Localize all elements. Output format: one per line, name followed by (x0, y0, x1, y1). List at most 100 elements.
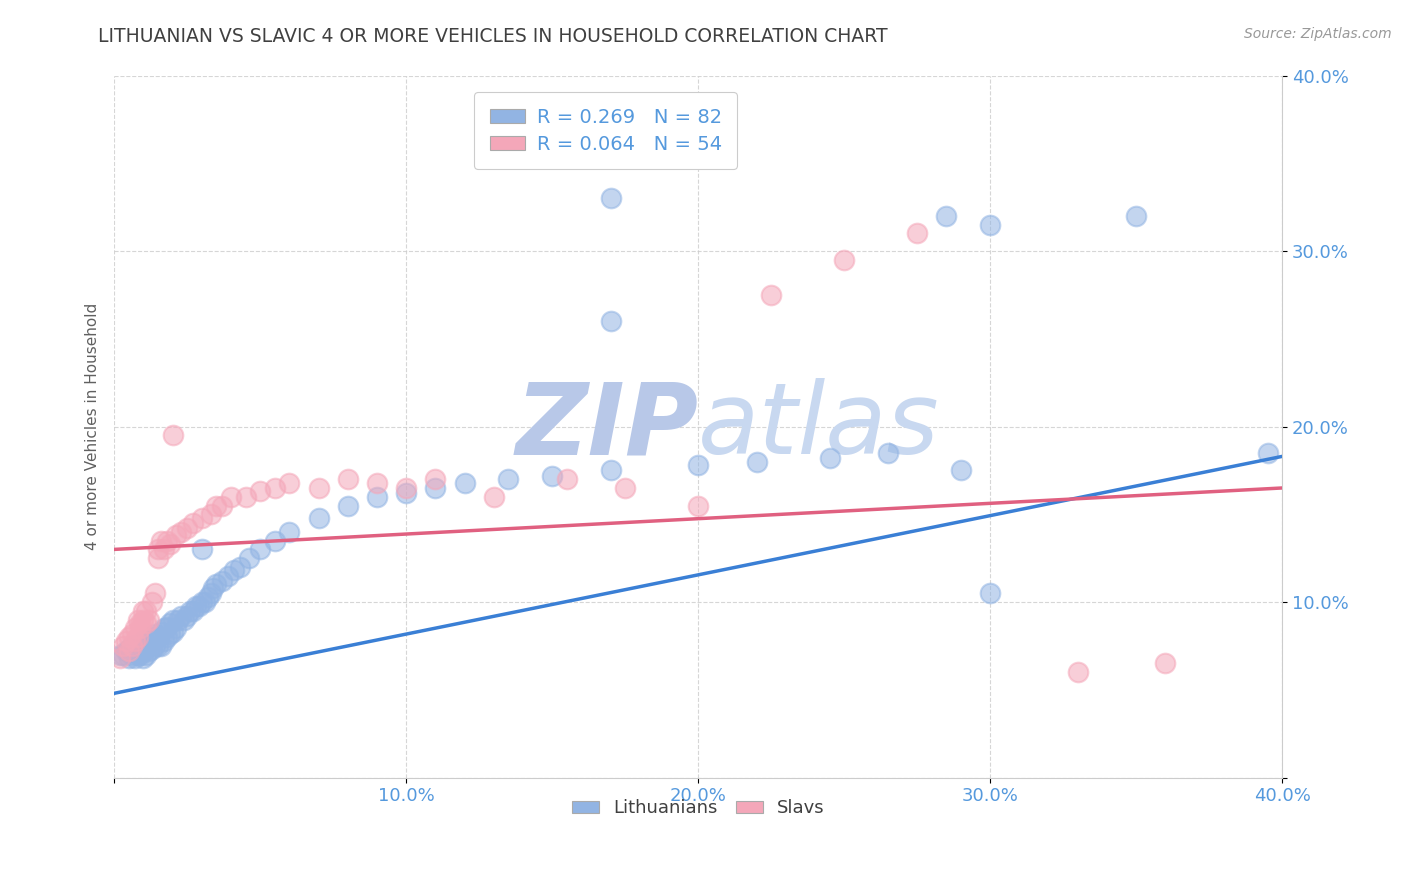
Point (905, 227, 928, 241)
Point (235, 490, 257, 504)
Point (153, 542, 176, 557)
Point (132, 651, 155, 665)
Point (688, 499, 710, 513)
Point (118, 630, 141, 644)
Point (153, 633, 176, 648)
Point (1067, 665, 1090, 680)
Point (238, 551, 260, 566)
Text: Source: ZipAtlas.com: Source: ZipAtlas.com (1244, 27, 1392, 41)
Point (184, 599, 207, 613)
Point (129, 621, 152, 635)
Point (599, 314, 621, 328)
Point (555, 472, 578, 486)
Point (263, 533, 285, 548)
Point (170, 609, 193, 624)
Point (115, 644, 138, 658)
Point (118, 651, 141, 665)
Point (278, 524, 301, 539)
Point (187, 599, 209, 613)
Point (170, 524, 193, 539)
Point (149, 533, 172, 548)
Point (141, 630, 163, 644)
Point (138, 644, 160, 658)
Point (135, 604, 157, 618)
Point (191, 510, 214, 524)
Point (688, 458, 710, 472)
Point (181, 516, 204, 530)
Point (124, 640, 146, 655)
Point (229, 560, 252, 574)
Point (263, 481, 285, 495)
Point (156, 619, 179, 633)
Legend: Lithuanians, Slavs: Lithuanians, Slavs (564, 792, 832, 825)
Point (222, 564, 245, 578)
Point (138, 633, 160, 648)
Point (124, 621, 146, 635)
Point (979, 218, 1001, 232)
Point (127, 630, 149, 644)
Point (217, 568, 239, 582)
Point (124, 651, 146, 665)
Point (832, 252, 855, 267)
Point (191, 542, 214, 557)
Point (211, 574, 233, 588)
Point (121, 639, 143, 653)
Point (176, 609, 198, 624)
Text: atlas: atlas (699, 378, 939, 475)
Point (146, 630, 169, 644)
Point (950, 463, 973, 477)
Point (127, 648, 149, 662)
Point (162, 624, 184, 639)
Point (200, 508, 222, 522)
Point (129, 648, 152, 662)
Point (249, 542, 271, 557)
Point (156, 630, 179, 644)
Point (115, 633, 138, 648)
Point (194, 595, 217, 609)
Text: ZIP: ZIP (515, 378, 699, 475)
Point (191, 595, 214, 609)
Point (118, 644, 141, 658)
Point (818, 451, 841, 466)
Point (205, 499, 228, 513)
Point (132, 613, 155, 627)
Point (761, 288, 783, 302)
Point (308, 481, 330, 495)
Point (599, 191, 621, 205)
Point (146, 542, 169, 557)
Point (111, 639, 134, 653)
Point (453, 475, 475, 490)
Point (121, 626, 143, 640)
Point (162, 428, 184, 442)
Point (181, 604, 204, 618)
Point (1154, 657, 1177, 671)
Point (979, 586, 1001, 600)
Point (146, 551, 169, 566)
Point (482, 490, 505, 504)
Point (425, 472, 447, 486)
Point (162, 613, 184, 627)
Point (118, 642, 141, 657)
Point (127, 613, 149, 627)
Point (308, 510, 330, 524)
Point (205, 577, 228, 591)
Point (146, 639, 169, 653)
Point (395, 486, 418, 500)
Point (219, 490, 242, 504)
Point (165, 528, 187, 542)
Point (111, 648, 134, 662)
Point (159, 626, 181, 640)
Point (249, 484, 271, 499)
Point (541, 468, 564, 483)
Point (179, 604, 201, 618)
Point (202, 581, 225, 595)
Point (124, 633, 146, 648)
Point (121, 648, 143, 662)
Point (135, 639, 157, 653)
Point (138, 613, 160, 627)
Point (156, 533, 179, 548)
Point (143, 626, 166, 640)
Point (121, 639, 143, 653)
Point (614, 481, 637, 495)
Point (1257, 446, 1279, 460)
